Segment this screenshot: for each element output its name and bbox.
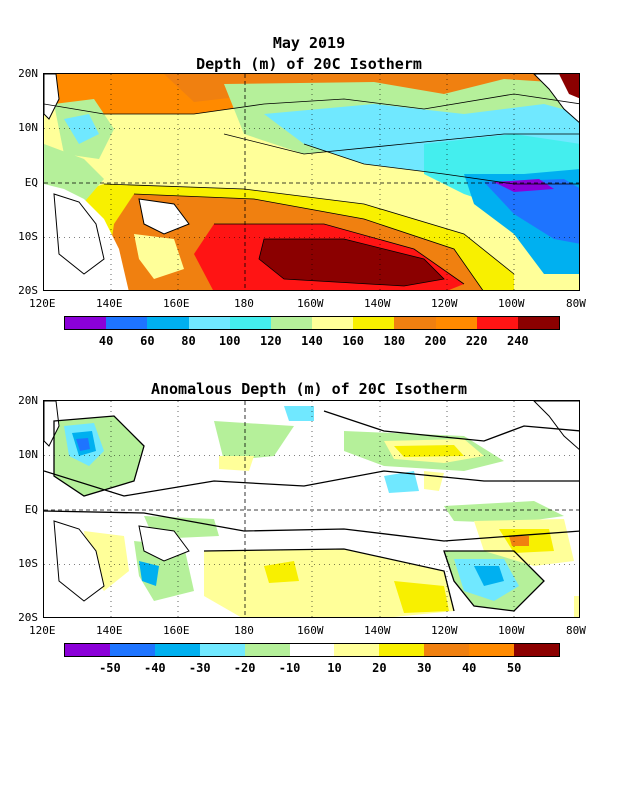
top-colorbar-swatch (353, 317, 395, 329)
top-x-tick-160w: 160W (297, 297, 324, 310)
bottom-colorbar-label: -40 (143, 661, 166, 675)
bottom-colorbar-label: -10 (278, 661, 301, 675)
bottom-x-tick-140w: 140W (364, 624, 391, 637)
top-colorbar-swatch (65, 317, 107, 329)
top-colorbar-label: 140 (301, 334, 323, 348)
bottom-x-tick-160w: 160W (297, 624, 324, 637)
bottom-x-tick-100w: 100W (498, 624, 525, 637)
bottom-x-tick-180: 180 (234, 624, 254, 637)
top-colorbar-swatch (270, 317, 313, 329)
bottom-x-tick-140e: 140E (96, 624, 123, 637)
top-colorbar-swatch (476, 317, 519, 329)
top-y-tick-10s: 10S (18, 230, 38, 243)
top-depth-field (44, 74, 579, 290)
top-y-tick-20s: 20S (18, 284, 38, 297)
bottom-colorbar-label: 10 (327, 661, 342, 675)
top-y-tick-eq: EQ (24, 176, 38, 189)
bottom-anomaly-map (43, 400, 580, 618)
top-colorbar-swatch (517, 317, 560, 329)
bottom-x-tick-160e: 160E (163, 624, 190, 637)
top-colorbar-label: 220 (465, 334, 488, 348)
top-depth-map (43, 73, 580, 291)
bottom-title: Anomalous Depth (m) of 20C Isotherm (150, 380, 468, 398)
top-colorbar-swatch (435, 317, 478, 329)
top-colorbar-label: 180 (383, 334, 406, 348)
bottom-colorbar-label: -20 (233, 661, 256, 675)
top-colorbar-label: 240 (506, 334, 529, 348)
bottom-colorbar-swatch (379, 644, 425, 656)
bottom-colorbar (64, 643, 560, 657)
bottom-colorbar-label: 20 (372, 661, 387, 675)
bottom-colorbar-swatch (199, 644, 246, 656)
top-colorbar-label: 160 (342, 334, 364, 348)
bottom-colorbar-swatch (109, 644, 156, 656)
bottom-x-tick-120w: 120W (431, 624, 458, 637)
bottom-colorbar-label: 40 (461, 661, 477, 675)
top-title-line1: May 2019 (272, 34, 346, 52)
bottom-colorbar-swatch (469, 644, 515, 656)
top-x-tick-140w: 140W (364, 297, 391, 310)
bottom-colorbar-swatch (514, 644, 560, 656)
top-y-tick-20n: 20N (18, 67, 38, 80)
bottom-y-tick-20n: 20N (18, 394, 38, 407)
bottom-y-tick-10s: 10S (18, 557, 38, 570)
top-colorbar-swatch (147, 317, 189, 329)
top-colorbar-swatch (188, 317, 231, 329)
top-colorbar (64, 316, 560, 330)
bottom-y-tick-eq: EQ (24, 503, 38, 516)
top-colorbar-label: 200 (424, 334, 447, 348)
top-x-tick-160e: 160E (163, 297, 190, 310)
bottom-colorbar-swatch (289, 644, 335, 656)
top-x-tick-120e: 120E (29, 297, 56, 310)
bottom-anomaly-field (44, 401, 579, 617)
bottom-y-tick-20s: 20S (18, 611, 38, 624)
top-x-tick-100w: 100W (498, 297, 525, 310)
top-colorbar-label: 80 (181, 334, 196, 348)
top-x-tick-120w: 120W (431, 297, 458, 310)
bottom-colorbar-swatch (154, 644, 201, 656)
top-colorbar-label: 100 (218, 334, 241, 348)
top-x-tick-180: 180 (234, 297, 254, 310)
bottom-colorbar-label: -30 (188, 661, 211, 675)
top-y-tick-10n: 10N (18, 121, 38, 134)
bottom-colorbar-label: -50 (99, 661, 121, 675)
top-colorbar-label: 120 (259, 334, 282, 348)
bottom-colorbar-swatch (65, 644, 111, 656)
top-title-line2: Depth (m) of 20C Isotherm (196, 55, 422, 73)
bottom-colorbar-label: 30 (417, 661, 432, 675)
top-x-tick-140e: 140E (96, 297, 123, 310)
bottom-colorbar-swatch (334, 644, 380, 656)
top-colorbar-swatch (106, 317, 148, 329)
bottom-x-tick-80w: 80W (566, 624, 586, 637)
top-colorbar-swatch (312, 317, 354, 329)
bottom-colorbar-swatch (424, 644, 470, 656)
top-colorbar-label: 40 (98, 334, 114, 348)
top-colorbar-swatch (394, 317, 436, 329)
bottom-colorbar-label: 50 (506, 661, 522, 675)
top-colorbar-swatch (229, 317, 272, 329)
bottom-colorbar-swatch (244, 644, 291, 656)
top-colorbar-label: 60 (140, 334, 155, 348)
top-x-tick-80w: 80W (566, 297, 586, 310)
bottom-y-tick-10n: 10N (18, 448, 38, 461)
bottom-x-tick-120e: 120E (29, 624, 56, 637)
